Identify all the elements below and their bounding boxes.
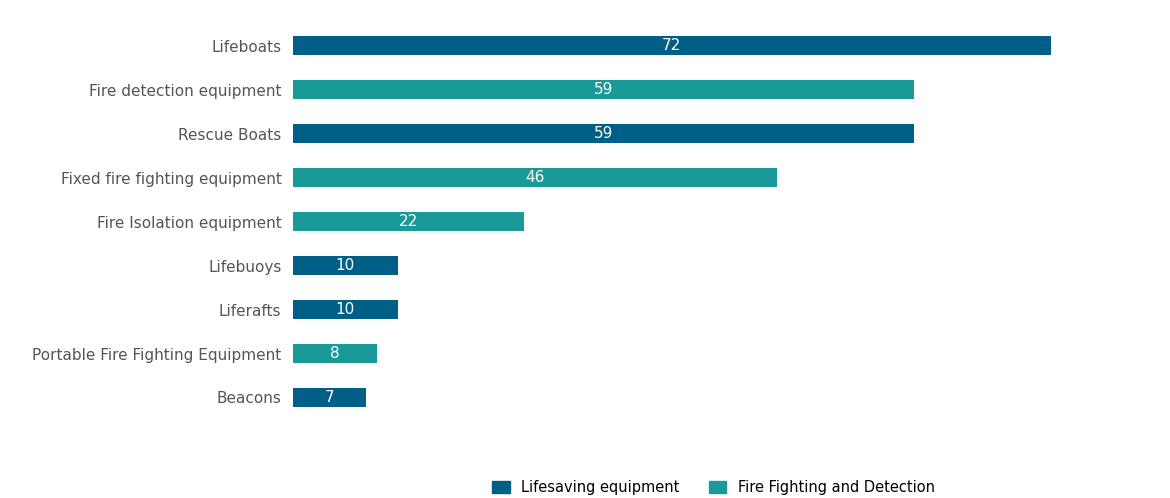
Bar <box>292 388 366 407</box>
Text: 46: 46 <box>525 170 544 185</box>
Text: 59: 59 <box>593 126 613 141</box>
Bar <box>292 81 914 99</box>
Text: 8: 8 <box>330 346 339 361</box>
Bar <box>292 344 377 363</box>
Bar <box>292 124 914 143</box>
Text: 22: 22 <box>399 214 418 229</box>
Text: 72: 72 <box>662 38 681 53</box>
Text: 7: 7 <box>324 390 335 405</box>
Bar <box>292 256 398 275</box>
Text: 59: 59 <box>593 82 613 97</box>
Bar <box>292 168 777 187</box>
Legend: Lifesaving equipment, Fire Fighting and Detection: Lifesaving equipment, Fire Fighting and … <box>493 481 935 496</box>
Bar <box>292 36 1051 55</box>
Bar <box>292 212 524 231</box>
Text: 10: 10 <box>336 302 355 317</box>
Bar <box>292 300 398 319</box>
Text: 10: 10 <box>336 258 355 273</box>
